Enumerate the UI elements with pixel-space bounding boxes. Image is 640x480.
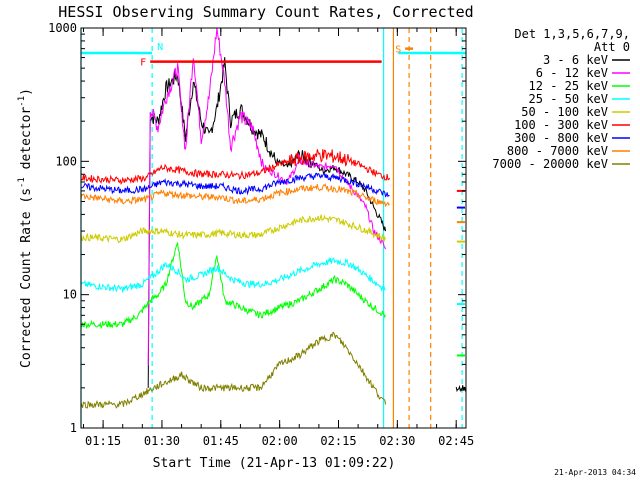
y-axis-label-end: ) (19, 88, 34, 96)
series-line-4 (80, 214, 387, 244)
chart-title: HESSI Observing Summary Count Rates, Cor… (58, 3, 473, 21)
series-line-5 (80, 149, 390, 185)
legend-label-6: 300 - 800 keV (514, 131, 608, 145)
legend-label-8: 7000 - 20000 keV (492, 157, 608, 171)
x-tick-label-6: 02:45 (438, 434, 474, 448)
y-axis-label-sup2: -1 (17, 96, 27, 107)
series-line-3 (80, 256, 386, 293)
series-line-1 (147, 27, 387, 366)
y-tick-label-0: 1 (70, 421, 77, 435)
x-tick-label-3: 02:00 (262, 434, 298, 448)
y-tick-label-3: 1000 (48, 21, 77, 35)
y-axis-label-sup1: -1 (17, 177, 27, 188)
series-line-8 (80, 331, 387, 409)
series-line-7 (80, 183, 390, 208)
flag-label-n: N (157, 42, 163, 53)
flag-label-f: F (140, 58, 146, 69)
legend-label-5: 100 - 300 keV (514, 118, 608, 132)
legend-header-1: Det 1,3,5,6,7,9, (514, 27, 630, 41)
series-line-0 (147, 57, 387, 388)
y-axis-label: Corrected Count Rate (s-1 detector-1) (17, 88, 34, 368)
plot-frame (80, 27, 467, 429)
y-tick-label-2: 100 (55, 154, 77, 168)
y-axis-label-main: Corrected Count Rate (s (19, 188, 34, 368)
x-axis-label: Start Time (21-Apr-13 01:09:22) (153, 456, 396, 471)
legend-label-0: 3 - 6 keV (543, 53, 608, 67)
x-tick-label-4: 02:15 (320, 434, 356, 448)
y-axis-label-mid: detector (19, 107, 34, 178)
series-line-6 (80, 172, 390, 198)
legend-label-1: 6 - 12 keV (536, 66, 608, 80)
y-axis: 1 10 100 1000 (48, 21, 466, 435)
legend-label-7: 800 - 7000 keV (507, 144, 608, 158)
legend-label-3: 25 - 50 keV (529, 92, 608, 106)
series-line-9 (455, 385, 467, 393)
x-tick-label-0: 01:15 (85, 434, 121, 448)
footer-timestamp: 21-Apr-2013 04:34 (554, 468, 636, 477)
legend-label-4: 50 - 100 keV (521, 105, 608, 119)
series-line-2 (80, 241, 387, 330)
x-tick-label-1: 01:30 (144, 434, 180, 448)
legend-label-2: 12 - 25 keV (529, 79, 608, 93)
legend-header-2: Att 0 (594, 40, 630, 54)
plot-area: NF S (80, 27, 467, 428)
flag-label-s: S (395, 45, 401, 56)
x-axis: 01:15 01:30 01:45 02:00 02:15 02:30 02:45 (82, 28, 474, 448)
x-tick-label-5: 02:30 (379, 434, 415, 448)
y-tick-label-1: 10 (63, 288, 77, 302)
x-tick-label-2: 01:45 (203, 434, 239, 448)
